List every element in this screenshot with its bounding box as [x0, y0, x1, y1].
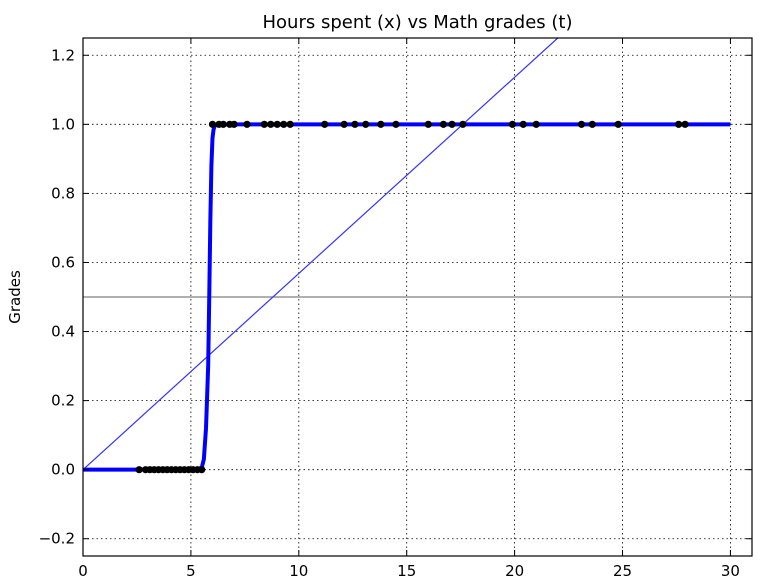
x-tick-label: 5	[186, 562, 196, 580]
chart-title: Hours spent (x) vs Math grades (t)	[263, 12, 573, 33]
data-point	[519, 120, 527, 128]
x-tick-label: 20	[505, 562, 524, 580]
data-point	[424, 120, 432, 128]
data-point	[681, 120, 689, 128]
x-tick-label: 15	[397, 562, 416, 580]
data-point	[267, 120, 275, 128]
y-tick-label: 0.6	[51, 253, 75, 271]
linear-fit-line	[83, 38, 559, 471]
axes: 0 5 10 15 20 25 30 −0.2 0.0 0.2 0.4 0.6 0.8 1.0 1.2	[39, 37, 753, 580]
data-point	[230, 120, 238, 128]
data-point	[614, 120, 622, 128]
x-tick-label: 25	[613, 562, 632, 580]
data-point	[362, 120, 370, 128]
data-point	[135, 466, 143, 474]
x-tick-label: 30	[721, 562, 740, 580]
data-point	[243, 120, 251, 128]
plot-frame	[82, 37, 753, 557]
y-tick-label: 1.0	[51, 115, 75, 133]
data-point	[351, 120, 359, 128]
x-tick-label: 0	[78, 562, 88, 580]
y-tick-label: 0.4	[51, 323, 75, 341]
y-axis-label: Grades	[6, 270, 24, 324]
y-tick-label: −0.2	[39, 530, 75, 548]
y-tick-label: 1.2	[51, 46, 75, 64]
data-point	[459, 120, 467, 128]
data-point	[198, 466, 206, 474]
y-tick-label: 0.2	[51, 392, 75, 410]
data-point	[340, 120, 348, 128]
data-point	[577, 120, 586, 128]
data-point	[377, 120, 385, 128]
data-point	[273, 120, 281, 128]
data-point	[219, 120, 227, 128]
data-point	[675, 120, 683, 128]
data-point	[532, 120, 540, 128]
data-point	[208, 120, 217, 128]
data-point	[508, 120, 517, 128]
y-tick-label: 0.0	[51, 461, 75, 479]
y-tick-label: 0.8	[51, 184, 75, 202]
x-tick-label: 10	[289, 562, 308, 580]
data-point	[448, 120, 456, 128]
data-point	[260, 120, 268, 128]
plot-area	[83, 38, 752, 474]
data-point	[392, 120, 400, 128]
data-point	[439, 120, 447, 128]
data-point	[321, 120, 329, 128]
data-point	[286, 120, 294, 128]
data-point	[280, 120, 288, 128]
data-point	[588, 120, 596, 128]
